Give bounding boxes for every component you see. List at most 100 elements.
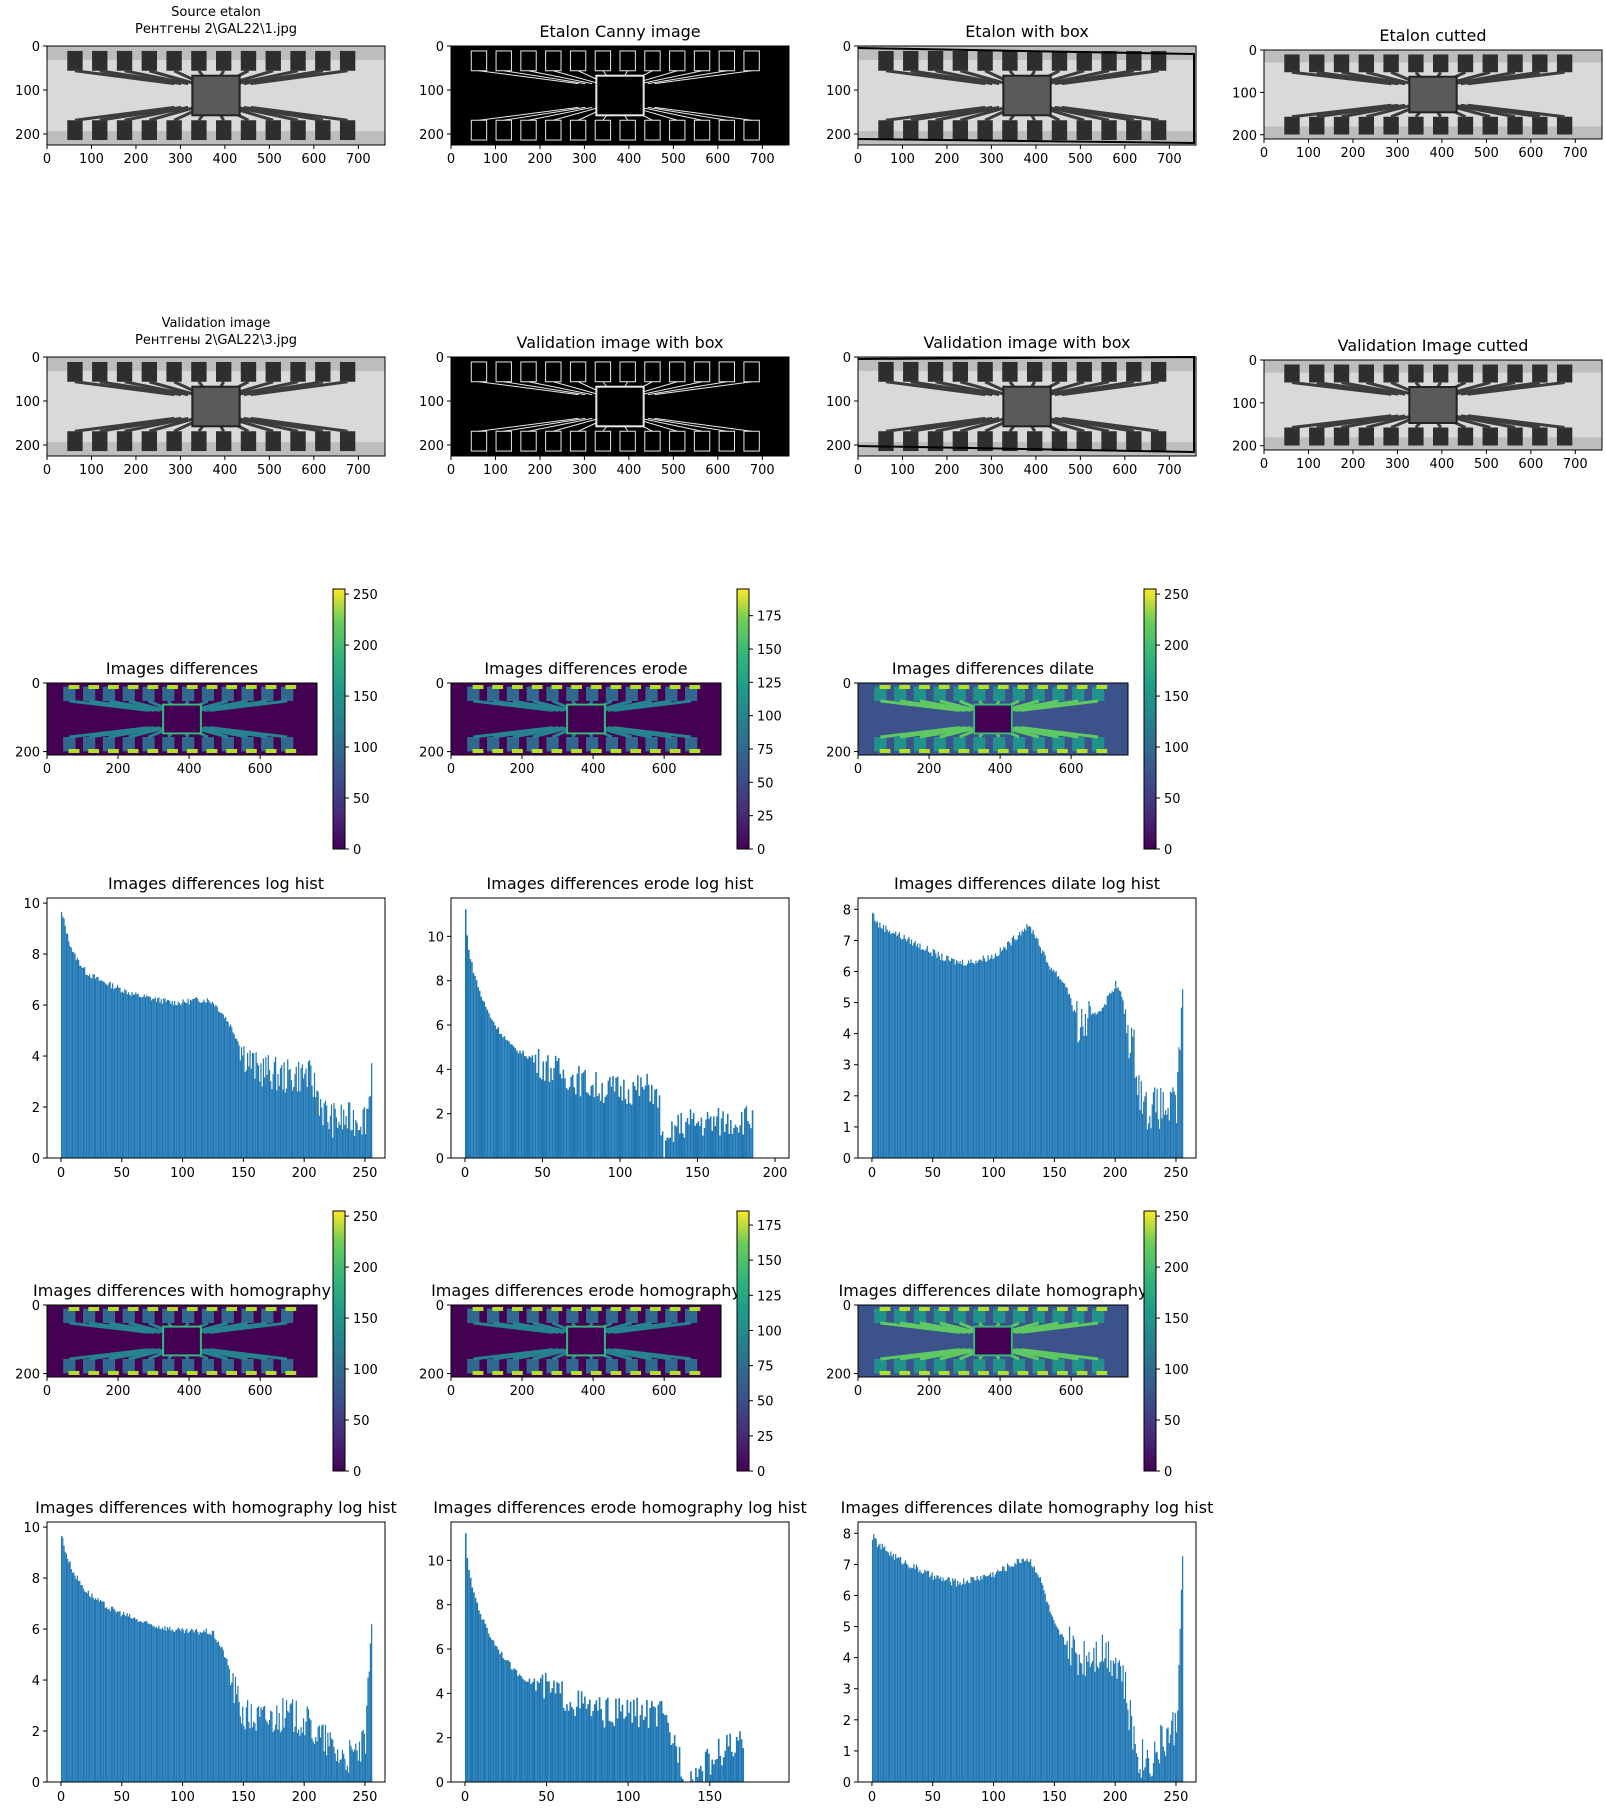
hist-bar [562,1069,565,1158]
y-tick-label: 2 [843,1714,851,1729]
colorbar-tick-label: 0 [757,843,765,858]
hist-bar [1015,940,1017,1158]
pin-bottom [718,119,736,141]
x-tick-label: 200 [1103,1166,1128,1181]
hist-bar [97,976,99,1158]
hist-bar [338,1121,340,1158]
hist-bar [121,1614,123,1782]
diff-hotspot [1017,685,1029,689]
diff-hotspot [472,749,484,753]
y-tick-label: 4 [436,1063,444,1078]
hist-bar [494,1025,496,1158]
hist-bar [595,1072,597,1158]
hist-bar [600,1709,603,1782]
hist-bar [635,1090,638,1158]
hist-bar [511,1044,514,1158]
hist-bar [344,1124,346,1158]
hist-bar [1077,1675,1079,1782]
diff-hotspot [997,1307,1009,1311]
hist-bar [948,1577,950,1782]
hist-bar [671,1121,673,1158]
hist-bar [1060,1633,1062,1782]
hist-bar [1049,1611,1051,1782]
lead-trace [528,106,593,121]
hist-bar [142,996,144,1158]
x-tick-label: 0 [854,762,862,777]
hist-bar [277,1073,279,1158]
hist-bar [1011,1566,1014,1782]
y-tick-label: 200 [15,746,40,761]
pin-bottom [1051,120,1068,141]
hist-bar [360,1126,362,1158]
hist-bar [1006,941,1009,1158]
axes-frame [857,682,1129,756]
colorbar [736,588,750,850]
hist-bar [310,1720,312,1782]
hist-bar [963,965,965,1158]
hist-bar [208,1000,210,1158]
hist-bar [1178,1047,1180,1158]
x-tick-label: 0 [43,1384,51,1399]
hist-bar [108,1608,110,1782]
pin-top [566,1308,579,1323]
pin-bottom [993,1359,1006,1374]
hist-bar [904,1560,907,1782]
hist-bar [105,984,108,1158]
hist-bar [598,1093,600,1158]
hist-bar [1088,1651,1090,1782]
hist-bar [985,961,987,1158]
hist-bar [183,1001,185,1158]
hist-bar [313,1073,316,1158]
hist-bar [352,1109,355,1158]
lead-trace [613,1348,692,1361]
lead-trace [1467,103,1565,119]
hist-bar [99,980,102,1158]
lead-trace [148,105,196,122]
hist-bar [564,1078,566,1158]
hist-bar [561,1078,563,1158]
hist-bar [613,1725,616,1782]
hist-bar [725,1123,727,1158]
hist-bar [1180,1007,1183,1158]
lead-trace [910,416,993,433]
pin-bottom [191,120,207,141]
hist-bar [505,1660,508,1782]
hist-bar [1050,967,1052,1158]
hist-bar [935,1578,937,1782]
x-tick-label: 100 [608,1166,633,1181]
pin-top [526,1308,539,1323]
hist-bar [692,1113,695,1158]
lead-trace [654,381,752,396]
y-tick-label: 0 [843,1776,851,1791]
hist-bar [932,1579,934,1782]
hist-bar [101,980,103,1158]
hist-bar [301,1064,303,1158]
axes-frame [46,682,318,756]
hist-bar [1030,1559,1032,1782]
pin-bottom [973,737,986,752]
pin-bottom [290,431,306,452]
pin-bottom [546,1359,559,1374]
hist-bar [341,1749,344,1782]
hist-bar [195,997,198,1158]
hist-bar [550,1067,552,1158]
diff-hotspot [167,749,178,753]
hist-bar [1094,1671,1096,1782]
pin-top [1358,54,1375,73]
pin-bottom [644,430,661,452]
lead-trace [478,381,579,396]
pin-top [290,50,306,71]
diff-hotspot [938,749,950,753]
x-tick-label: 0 [57,1790,65,1805]
hist-bar [579,1096,582,1158]
hist-bar [1009,1567,1011,1782]
hist-bar [247,1053,249,1158]
hist-bar [965,965,967,1158]
hist-bar [629,1701,632,1782]
hist-bar [161,1003,164,1158]
x-tick-label: 200 [528,463,553,478]
hist-bar [293,1732,295,1782]
hist-bar [652,1104,655,1158]
histogram-title: Images differences log hist [108,874,324,893]
